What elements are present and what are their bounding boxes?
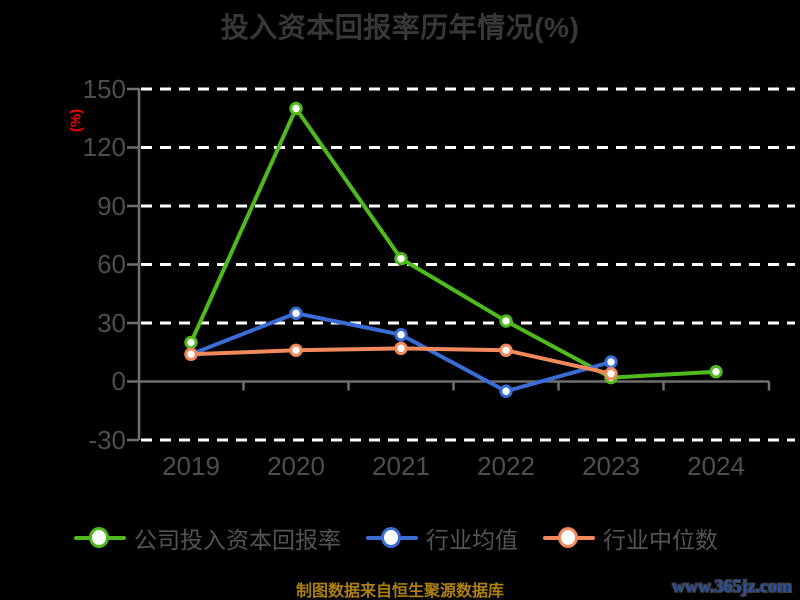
- legend-marker-company-roic: [74, 527, 126, 549]
- legend-marker-industry-median: [543, 527, 595, 549]
- legend-label-company-roic: 公司投入资本回报率: [134, 527, 341, 553]
- x-tick-label-2023: 2023: [582, 451, 640, 481]
- y-tick-label-0: 0: [111, 366, 126, 396]
- legend-label-industry-mean: 行业均值: [426, 527, 518, 553]
- y-tick-label-120: 120: [82, 132, 126, 162]
- x-tick-label-2022: 2022: [477, 451, 535, 481]
- legend-marker-industry-mean: [366, 527, 418, 549]
- legend-item-company-roic: 公司投入资本回报率: [74, 524, 341, 553]
- watermark-url: www.365jz.com: [672, 576, 792, 596]
- y-tick-label-30: 30: [97, 308, 126, 338]
- legend-circle-icon: [89, 527, 109, 548]
- x-tick-label-2019: 2019: [162, 451, 220, 481]
- x-tick-label-2021: 2021: [372, 451, 430, 481]
- data-source-note: 制图数据来自恒生聚源数据库: [295, 583, 504, 600]
- y-tick-label-60: 60: [97, 249, 126, 279]
- x-tick-label-2020: 2020: [267, 451, 325, 481]
- y-tick-label-90: 90: [97, 191, 126, 221]
- x-tick-label-2024: 2024: [687, 451, 745, 481]
- legend-circle-icon: [381, 527, 401, 548]
- legend-circle-icon: [558, 527, 578, 548]
- legend-label-industry-median: 行业中位数: [603, 527, 718, 553]
- y-tick-label-150: 150: [82, 74, 126, 104]
- y-tick-label-neg30: -30: [88, 425, 126, 455]
- legend-item-industry-mean: 行业均值: [366, 524, 518, 553]
- chart-title: 投入资本回报率历年情况(%): [220, 12, 580, 43]
- legend-item-industry-median: 行业中位数: [543, 524, 718, 553]
